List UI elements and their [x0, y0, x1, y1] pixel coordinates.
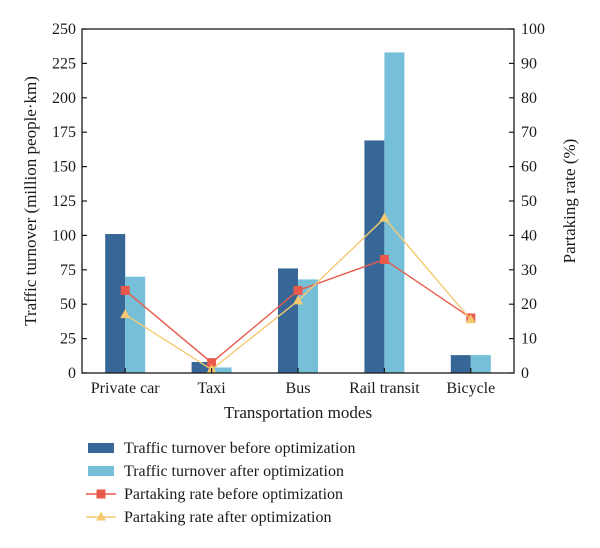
legend: Traffic turnover before optimization Traf…: [86, 440, 356, 526]
legend-marker-2: [96, 489, 106, 499]
y2-tick-label: 100: [521, 21, 545, 38]
y2-tick-label: 10: [521, 331, 537, 348]
y2-tick-label: 40: [521, 227, 537, 244]
x-tick-label: Rail transit: [349, 380, 420, 397]
y2-axis-title: Partaking rate (%): [560, 139, 579, 264]
y-tick-label: 50: [60, 296, 76, 313]
x-axis: Private car Taxi Bus Rail transit Bicycle: [91, 368, 495, 397]
bar-series-1-4: [470, 355, 491, 373]
y2-tick-label: 30: [521, 262, 537, 279]
legend-marker-3: [96, 511, 106, 521]
y2-tick-label: 70: [521, 124, 537, 141]
legend-label-3: Partaking rate after optimization: [124, 509, 331, 526]
x-axis-title: Transportation modes: [224, 403, 372, 422]
x-tick-label: Bus: [286, 380, 311, 397]
x-tick-label: Bicycle: [446, 380, 495, 397]
y2-tick-label: 80: [521, 90, 537, 107]
y2-tick-label: 20: [521, 296, 537, 313]
y-tick-label: 25: [60, 331, 76, 348]
legend-swatch-0: [88, 443, 114, 453]
y-tick-label: 150: [52, 159, 76, 176]
point-series-3-3: [379, 212, 390, 222]
point-series-3-0: [120, 309, 131, 319]
y-tick-label: 0: [68, 365, 76, 382]
x-tick-label: Private car: [91, 380, 161, 397]
left-axis: 0 25 50 75 100 125 150 175 200 225 250: [52, 21, 87, 382]
legend-label-1: Traffic turnover after optimization: [124, 463, 344, 480]
bar-series-1-0: [125, 276, 146, 373]
y2-tick-label: 0: [521, 365, 529, 382]
bar-series-1-3: [384, 52, 405, 373]
y-tick-label: 100: [52, 227, 76, 244]
y2-tick-label: 90: [521, 55, 537, 72]
bar-series-1-2: [298, 279, 318, 373]
y2-tick-label: 50: [521, 193, 537, 210]
point-series-2-2: [293, 285, 303, 295]
point-series-3-4: [465, 314, 476, 324]
bar-series-0-4: [450, 355, 471, 373]
y-tick-label: 75: [60, 262, 76, 279]
bar-series-0-2: [278, 268, 298, 373]
bar-series-1-1: [211, 367, 232, 373]
point-series-3-2: [293, 295, 303, 305]
bar-series-0-0: [105, 234, 126, 373]
y2-tick-label: 60: [521, 159, 537, 176]
bars-layer: [105, 52, 491, 373]
legend-swatch-1: [88, 466, 114, 476]
bar-series-0-1: [191, 361, 212, 373]
y-tick-label: 200: [52, 90, 76, 107]
y-tick-label: 225: [52, 55, 76, 72]
y-tick-label: 250: [52, 21, 76, 38]
legend-label-0: Traffic turnover before optimization: [124, 440, 356, 457]
y-axis-title: Traffic turnover (million people·km): [21, 76, 40, 326]
legend-label-2: Partaking rate before optimization: [124, 486, 343, 503]
bar-series-0-3: [364, 140, 385, 373]
point-series-2-1: [207, 358, 217, 368]
y-tick-label: 175: [52, 124, 76, 141]
x-tick-label: Taxi: [197, 380, 226, 397]
right-axis: 0 10 20 30 40 50 60 70 80 90 100: [509, 21, 545, 382]
point-series-2-0: [120, 285, 130, 295]
point-series-2-3: [379, 254, 389, 264]
lines-layer: [120, 212, 476, 374]
y-tick-label: 125: [52, 193, 76, 210]
